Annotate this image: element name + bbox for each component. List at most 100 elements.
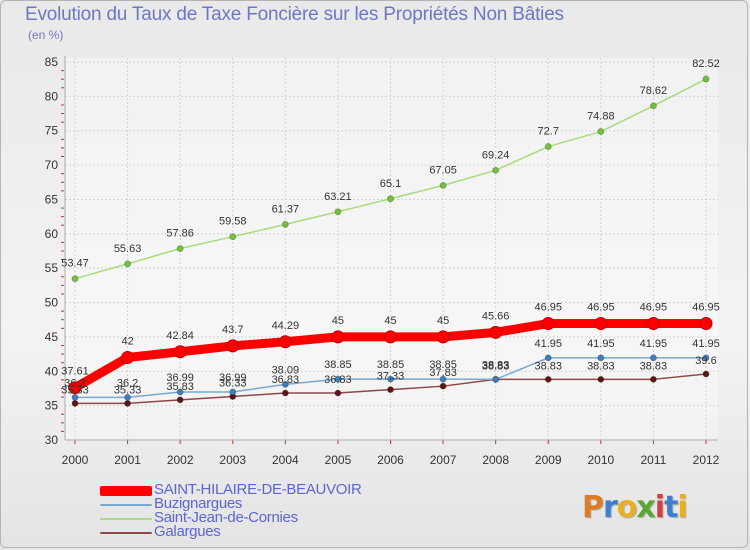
data-point-saint-hilaire-de-beauvoir <box>226 339 240 353</box>
x-tick-label: 2006 <box>377 453 404 467</box>
data-label-saint-hilaire-de-beauvoir: 45 <box>437 315 449 327</box>
data-label-saint-hilaire-de-beauvoir: 45 <box>384 315 396 327</box>
data-point-saint-hilaire-de-beauvoir <box>278 335 292 349</box>
x-tick-label: 2001 <box>114 453 141 467</box>
x-tick-label: 2007 <box>430 453 457 467</box>
data-point-buzignargues <box>702 354 710 362</box>
data-label-galargues: 39.6 <box>695 355 716 367</box>
y-tick-label: 55 <box>45 261 59 275</box>
data-point-galargues <box>439 382 447 390</box>
data-point-saint-hilaire-de-beauvoir <box>541 317 555 331</box>
data-label-saint-jean-de-cornies: 82.52 <box>692 58 720 70</box>
y-tick-label: 70 <box>45 158 59 172</box>
data-point-saint-hilaire-de-beauvoir <box>594 317 608 331</box>
data-label-saint-jean-de-cornies: 78.62 <box>640 85 668 97</box>
data-label-buzignargues: 36.99 <box>166 372 194 384</box>
data-label-galargues: 38.83 <box>482 360 510 372</box>
data-label-saint-jean-de-cornies: 69.24 <box>482 149 510 161</box>
data-point-saint-jean-de-cornies <box>71 275 79 283</box>
data-point-saint-hilaire-de-beauvoir <box>489 325 503 339</box>
data-point-saint-jean-de-cornies <box>334 208 342 216</box>
data-label-galargues: 35.33 <box>114 384 142 396</box>
data-label-saint-hilaire-de-beauvoir: 44.29 <box>272 320 300 332</box>
chart-title: Evolution du Taux de Taxe Foncière sur l… <box>25 4 564 25</box>
data-label-saint-hilaire-de-beauvoir: 45 <box>332 315 344 327</box>
data-point-saint-jean-de-cornies <box>702 75 710 83</box>
data-point-saint-jean-de-cornies <box>281 220 289 228</box>
series-layer <box>68 75 713 407</box>
data-point-saint-hilaire-de-beauvoir <box>68 381 82 395</box>
legend-label: Saint-Jean-de-Cornies <box>154 509 298 526</box>
y-unit-label: (en %) <box>28 28 64 42</box>
data-point-galargues <box>702 370 710 378</box>
axis-layer: 30 35 40 45 50 55 60 65 70 75 80 85 2000 2001 2002 2003… <box>45 55 720 467</box>
y-tick-label: 50 <box>45 296 59 310</box>
y-tick-label: 35 <box>45 399 59 413</box>
data-point-saint-hilaire-de-beauvoir <box>173 345 187 359</box>
data-point-galargues <box>176 396 184 404</box>
data-label-buzignargues: 38.85 <box>324 359 352 371</box>
data-point-saint-hilaire-de-beauvoir <box>436 330 450 344</box>
data-point-saint-jean-de-cornies <box>229 233 237 241</box>
data-point-saint-jean-de-cornies <box>597 128 605 136</box>
data-label-saint-hilaire-de-beauvoir: 46.95 <box>587 302 615 314</box>
data-label-galargues: 38.83 <box>587 360 615 372</box>
data-point-buzignargues <box>176 388 184 396</box>
y-tick-label: 40 <box>45 364 59 378</box>
x-tick-label: 2012 <box>693 453 720 467</box>
data-label-saint-hilaire-de-beauvoir: 37.61 <box>61 366 89 378</box>
proxiti-logo: Proxiti <box>582 490 688 525</box>
data-point-saint-jean-de-cornies <box>124 260 132 268</box>
data-point-buzignargues <box>124 393 132 401</box>
y-tick-label: 85 <box>45 55 59 69</box>
data-point-galargues <box>387 386 394 394</box>
data-label-galargues: 37.33 <box>377 371 405 383</box>
data-point-buzignargues <box>439 375 447 383</box>
data-point-galargues <box>649 375 657 383</box>
y-tick-label: 75 <box>45 124 59 138</box>
data-label-buzignargues: 38.85 <box>377 359 405 371</box>
data-point-saint-jean-de-cornies <box>387 195 394 203</box>
data-point-galargues <box>597 375 605 383</box>
logo-letter: r <box>603 490 618 525</box>
x-tick-label: 2000 <box>62 453 89 467</box>
data-point-saint-jean-de-cornies <box>649 102 657 110</box>
y-tick-label: 45 <box>45 330 59 344</box>
plot-area <box>65 58 718 440</box>
data-point-buzignargues <box>334 375 342 383</box>
data-point-buzignargues <box>544 354 552 362</box>
data-point-saint-hilaire-de-beauvoir <box>384 330 397 344</box>
x-tick-label: 2005 <box>325 453 352 467</box>
legend-label: Galargues <box>154 523 221 540</box>
x-tick-label: 2003 <box>219 453 246 467</box>
data-point-galargues <box>544 375 552 383</box>
legend-label: SAINT-HILAIRE-DE-BEAUVOIR <box>154 481 362 498</box>
data-label-saint-hilaire-de-beauvoir: 42.84 <box>166 330 194 342</box>
data-label-layer: 37.61 42 42.84 43.7 44.29 45 45 45 45.66 46.95 46.… <box>61 58 720 396</box>
data-point-buzignargues <box>71 393 79 401</box>
data-label-buzignargues: 38.09 <box>272 364 300 376</box>
data-point-saint-hilaire-de-beauvoir <box>699 317 713 331</box>
data-label-buzignargues: 36.2 <box>117 377 138 389</box>
data-label-saint-jean-de-cornies: 72.7 <box>538 126 559 138</box>
data-label-galargues: 38.83 <box>640 360 668 372</box>
data-label-galargues: 35.33 <box>61 384 89 396</box>
data-label-galargues: 35.83 <box>166 381 194 393</box>
grid-layer <box>65 58 718 441</box>
data-label-saint-jean-de-cornies: 74.88 <box>587 111 615 123</box>
y-tick-label: 80 <box>45 89 59 103</box>
data-label-galargues: 36.83 <box>324 374 352 386</box>
x-tick-label: 2011 <box>641 453 667 467</box>
data-label-saint-hilaire-de-beauvoir: 45.66 <box>482 310 510 322</box>
legend-swatch <box>100 532 152 534</box>
data-point-saint-jean-de-cornies <box>176 245 184 253</box>
data-point-saint-hilaire-de-beauvoir <box>121 351 135 365</box>
y-tick-label: 60 <box>45 227 59 241</box>
legend-label: Buzignargues <box>154 495 243 512</box>
data-label-saint-hilaire-de-beauvoir: 46.95 <box>692 302 720 314</box>
data-point-saint-jean-de-cornies <box>439 181 447 189</box>
y-tick-label: 65 <box>45 192 59 206</box>
data-point-buzignargues <box>281 380 289 388</box>
data-label-saint-hilaire-de-beauvoir: 46.95 <box>534 302 562 314</box>
